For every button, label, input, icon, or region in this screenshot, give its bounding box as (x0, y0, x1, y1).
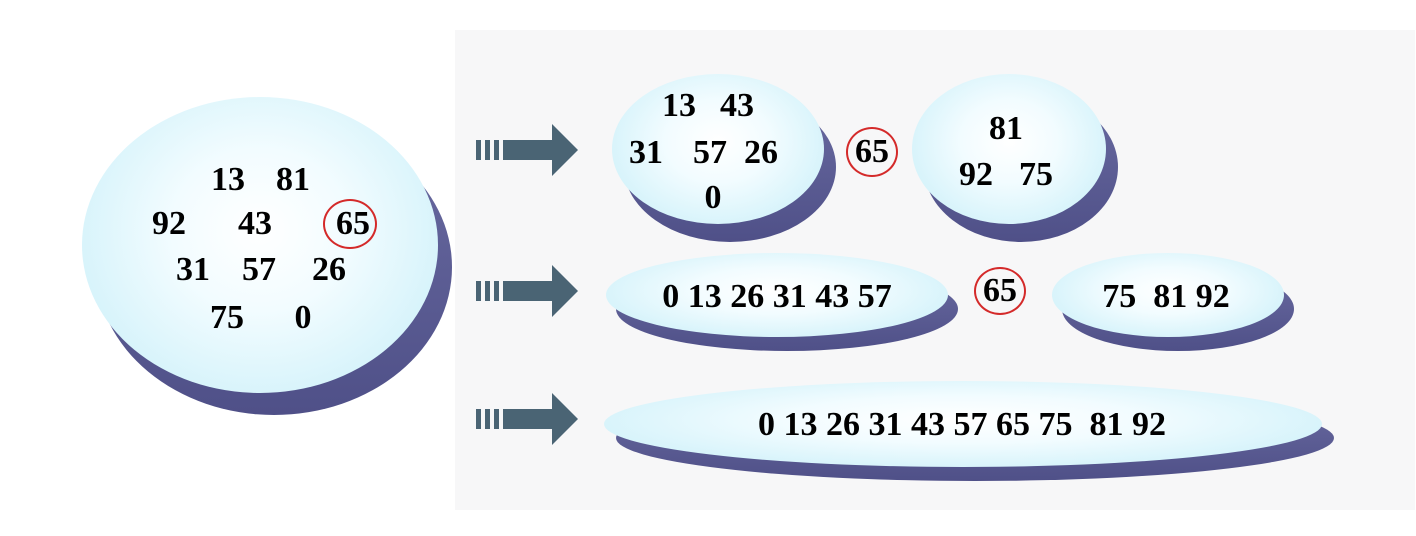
step2-left-partition: 0 13 26 31 43 57 (606, 253, 958, 351)
step1-left-value: 13 (662, 87, 696, 124)
step1-left-value: 31 (629, 134, 663, 171)
step1-right-value: 75 (1019, 156, 1053, 193)
step1-right-partition: 81 92 75 (912, 74, 1118, 242)
initial-value: 75 (210, 299, 244, 336)
initial-value: 43 (238, 205, 272, 242)
step1-left-value: 26 (744, 134, 778, 171)
initial-value: 57 (242, 251, 276, 288)
step1-left-value: 0 (704, 179, 722, 216)
step2-left-sequence: 0 13 26 31 43 57 (662, 278, 892, 315)
step-arrow-icon (476, 393, 578, 445)
ellipse-face (912, 74, 1106, 224)
step2-right-sequence: 75 81 92 (1102, 278, 1230, 315)
initial-pivot-ring (323, 199, 377, 249)
step3-sorted-sequence: 0 13 26 31 43 57 65 75 81 92 (758, 406, 1166, 443)
initial-value: 13 (211, 161, 245, 198)
ellipse-face (1052, 253, 1284, 337)
step2-right-partition: 75 81 92 (1052, 253, 1294, 351)
ellipse-face (604, 381, 1322, 467)
ellipse-face (606, 253, 948, 337)
step1-left-partition: 13 43 31 57 26 0 (612, 74, 836, 242)
initial-value: 31 (176, 251, 210, 288)
step-arrow-icon (476, 124, 578, 176)
step1-right-value: 81 (989, 110, 1023, 147)
initial-value: 92 (152, 205, 186, 242)
step2-pivot-ring (974, 267, 1026, 315)
step1-pivot-ring (846, 127, 898, 177)
initial-value: 81 (276, 161, 310, 198)
initial-value: 26 (312, 251, 346, 288)
step1-right-value: 92 (959, 156, 993, 193)
step3-sorted-result: 0 13 26 31 43 57 65 75 81 92 (604, 381, 1334, 481)
step-arrow-icon (476, 265, 578, 317)
step1-left-value: 43 (720, 87, 754, 124)
initial-set-ellipse: 13 81 92 43 65 31 57 26 75 0 (82, 97, 452, 415)
ellipse-face (82, 97, 438, 393)
initial-value: 0 (294, 299, 312, 336)
ellipse-face (612, 74, 824, 224)
step1-left-value: 57 (693, 134, 727, 171)
